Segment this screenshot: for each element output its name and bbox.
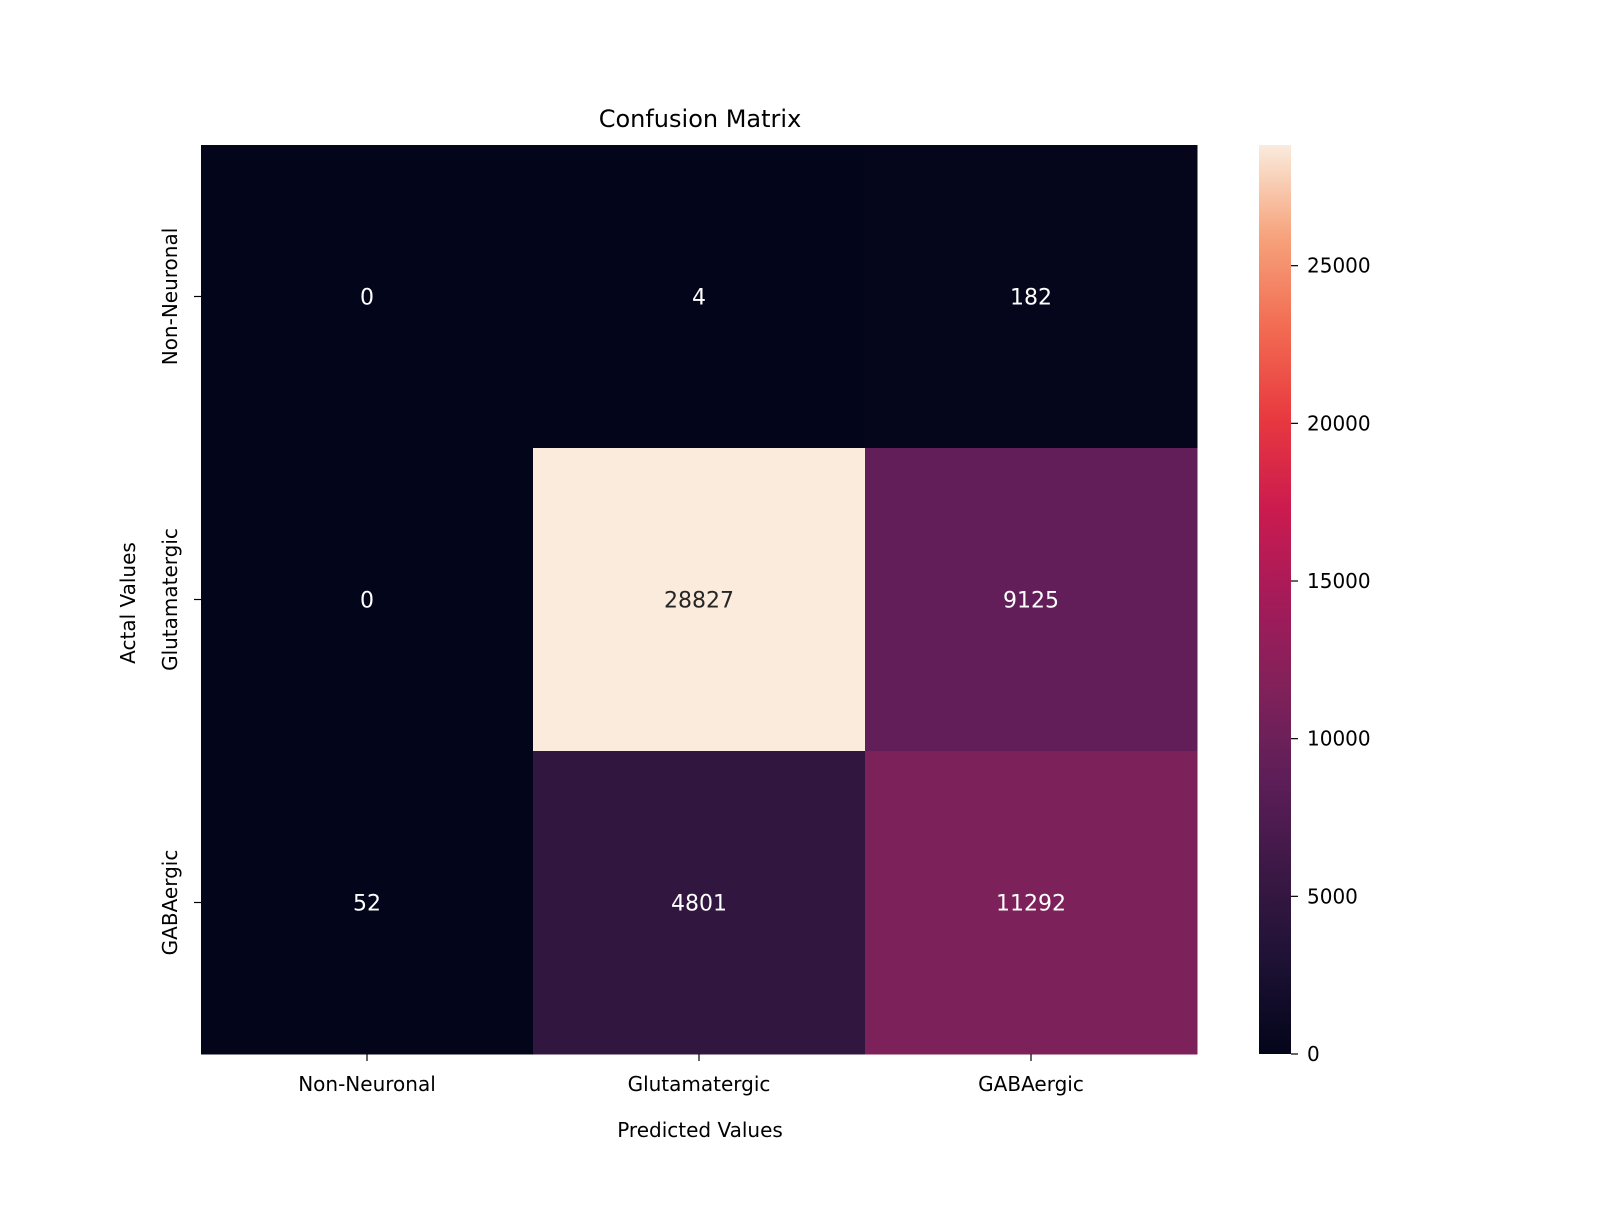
heatmap-cell	[201, 448, 534, 752]
cell-value-label: 52	[353, 892, 381, 917]
heatmap-cell	[533, 751, 866, 1055]
x-tick-label: Glutamatergic	[628, 1072, 771, 1096]
cell-value-label: 0	[360, 589, 374, 614]
y-tick-label: Glutamatergic	[158, 528, 182, 671]
y-tick-label: GABAergic	[158, 850, 182, 956]
cell-value-label: 4801	[671, 892, 727, 917]
chart-title: Confusion Matrix	[599, 105, 802, 133]
x-axis-label: Predicted Values	[617, 1118, 783, 1142]
y-tick-label: Non-Neuronal	[158, 228, 182, 366]
colorbar-tick-label: 5000	[1307, 884, 1358, 908]
heatmap-cell	[865, 751, 1198, 1055]
x-tick-label: Non-Neuronal	[298, 1072, 436, 1096]
cell-value-label: 0	[360, 286, 374, 311]
heatmap-cells	[201, 145, 1198, 1055]
colorbar-tick-label: 0	[1307, 1042, 1320, 1066]
cell-labels: 0 4 182 0 28827 9125 52 4801 11292	[353, 286, 1066, 917]
y-axis-label: Actal Values	[116, 542, 140, 664]
cell-value-label: 182	[1010, 286, 1052, 311]
heatmap-cell	[865, 448, 1198, 752]
colorbar: 0 5000 10000 15000 20000 25000	[1259, 145, 1371, 1066]
colorbar-tick-label: 20000	[1307, 411, 1371, 435]
x-tick-label: GABAergic	[978, 1072, 1084, 1096]
heatmap-cell	[201, 751, 534, 1055]
cell-value-label: 28827	[664, 589, 734, 614]
colorbar-gradient	[1259, 145, 1291, 1054]
heatmap-cell	[201, 145, 534, 449]
colorbar-tick-label: 15000	[1307, 569, 1371, 593]
y-axis: Non-Neuronal Glutamatergic GABAergic	[158, 228, 201, 956]
cell-value-label: 4	[692, 286, 706, 311]
colorbar-tick-label: 10000	[1307, 727, 1371, 751]
colorbar-tick-label: 25000	[1307, 254, 1371, 278]
cell-value-label: 11292	[996, 892, 1066, 917]
heatmap-cell	[865, 145, 1198, 449]
heatmap-cell	[533, 145, 866, 449]
x-axis: Non-Neuronal Glutamatergic GABAergic	[298, 1054, 1084, 1096]
heatmap-cell	[533, 448, 866, 752]
cell-value-label: 9125	[1003, 589, 1059, 614]
